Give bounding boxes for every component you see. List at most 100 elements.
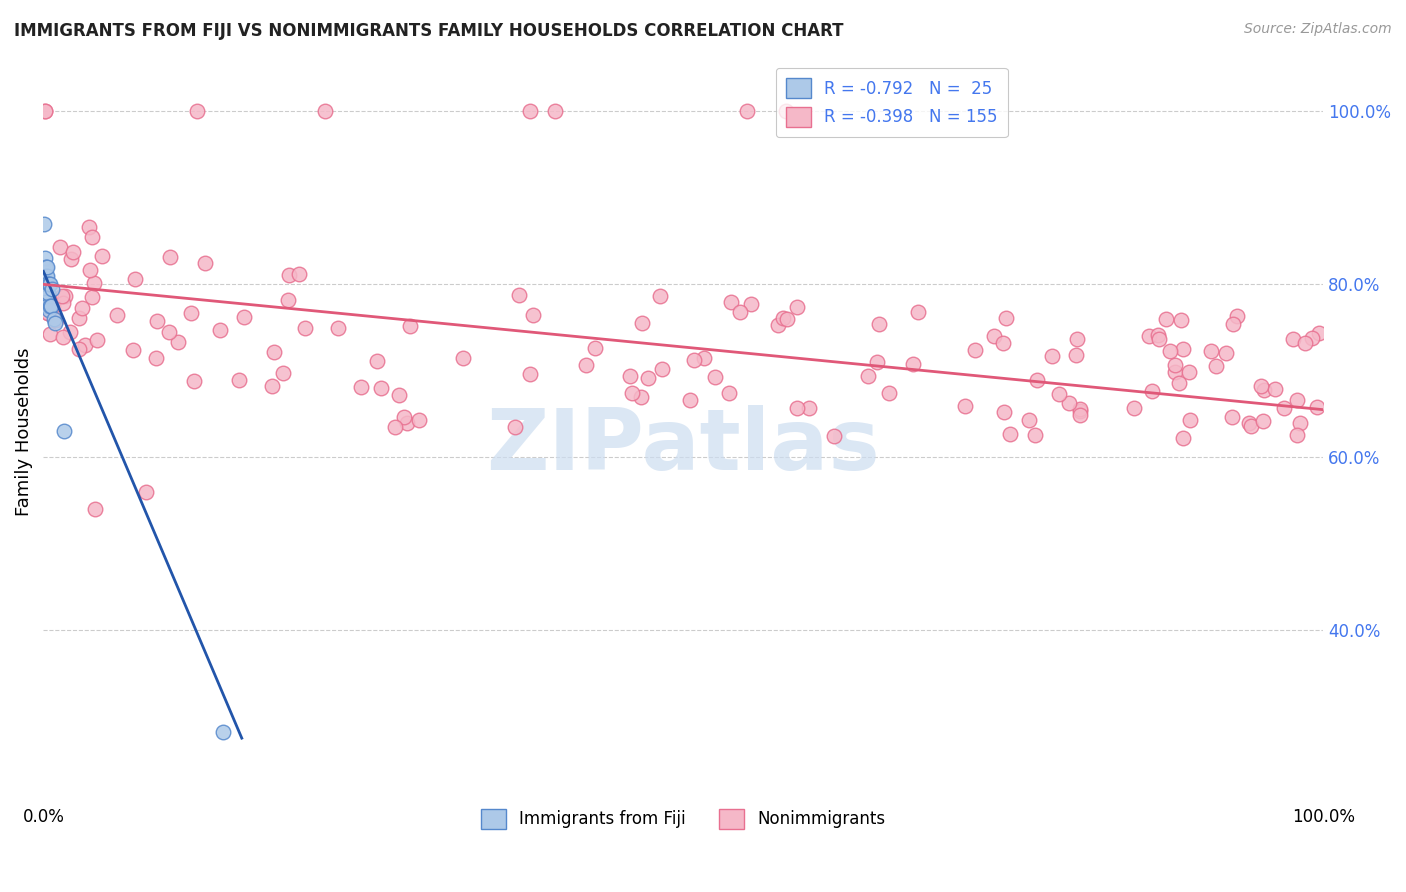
Point — [159, 250, 181, 264]
Point — [1237, 416, 1260, 430]
Point — [1253, 414, 1275, 428]
Point — [38, 292, 60, 306]
Point — [451, 351, 474, 365]
Point — [522, 308, 544, 322]
Point — [180, 306, 202, 320]
Point — [366, 354, 388, 368]
Point — [326, 321, 349, 335]
Point — [1301, 331, 1323, 345]
Point — [1167, 376, 1189, 391]
Point — [648, 289, 671, 303]
Point — [194, 256, 217, 270]
Y-axis label: Family Households: Family Households — [15, 347, 32, 516]
Point — [735, 104, 758, 119]
Point — [1173, 431, 1195, 445]
Point — [83, 276, 105, 290]
Point — [263, 345, 285, 359]
Point — [53, 289, 76, 303]
Point — [1220, 410, 1243, 425]
Point — [67, 311, 90, 326]
Point — [1122, 401, 1144, 415]
Point — [314, 104, 336, 119]
Point — [34, 277, 56, 292]
Point — [1306, 400, 1329, 414]
Point — [1253, 384, 1275, 398]
Point — [38, 277, 60, 292]
Point — [35, 268, 58, 283]
Point — [1250, 379, 1272, 393]
Point — [35, 277, 58, 292]
Point — [508, 288, 530, 302]
Point — [157, 325, 180, 339]
Legend: Immigrants from Fiji, Nonimmigrants: Immigrants from Fiji, Nonimmigrants — [474, 802, 893, 836]
Point — [998, 427, 1021, 442]
Point — [503, 420, 526, 434]
Point — [396, 416, 419, 430]
Point — [868, 317, 890, 331]
Point — [877, 386, 900, 401]
Point — [797, 401, 820, 415]
Point — [86, 333, 108, 347]
Point — [37, 306, 59, 320]
Point — [1205, 359, 1227, 374]
Point — [1308, 326, 1330, 340]
Point — [728, 305, 751, 319]
Point — [1140, 384, 1163, 398]
Point — [740, 297, 762, 311]
Point — [683, 352, 706, 367]
Point — [858, 369, 880, 384]
Point — [37, 277, 59, 292]
Point — [1274, 401, 1296, 416]
Point — [1286, 392, 1309, 407]
Point — [786, 300, 808, 314]
Point — [35, 268, 58, 283]
Point — [772, 310, 794, 325]
Point — [1024, 427, 1046, 442]
Point — [394, 409, 416, 424]
Point — [766, 318, 789, 333]
Point — [519, 367, 541, 381]
Point — [823, 428, 845, 442]
Text: IMMIGRANTS FROM FIJI VS NONIMMIGRANTS FAMILY HOUSEHOLDS CORRELATION CHART: IMMIGRANTS FROM FIJI VS NONIMMIGRANTS FA… — [14, 22, 844, 40]
Text: Source: ZipAtlas.com: Source: ZipAtlas.com — [1244, 22, 1392, 37]
Point — [277, 293, 299, 307]
Point — [1215, 346, 1237, 360]
Point — [52, 424, 75, 438]
Point — [288, 267, 311, 281]
Point — [122, 343, 145, 357]
Point — [399, 318, 422, 333]
Point — [631, 316, 654, 330]
Text: ZIPatlas: ZIPatlas — [486, 405, 880, 488]
Point — [44, 316, 66, 330]
Point — [32, 217, 55, 231]
Point — [34, 104, 56, 119]
Point — [67, 342, 90, 356]
Point — [135, 484, 157, 499]
Point — [34, 104, 56, 119]
Point — [37, 260, 59, 274]
Point — [1147, 332, 1170, 346]
Point — [519, 104, 541, 119]
Point — [1057, 396, 1080, 410]
Point — [77, 219, 100, 234]
Point — [1201, 344, 1223, 359]
Point — [34, 260, 56, 274]
Point — [60, 252, 83, 266]
Point — [583, 341, 606, 355]
Point — [105, 308, 128, 322]
Point — [775, 104, 797, 119]
Point — [574, 358, 596, 372]
Point — [717, 385, 740, 400]
Point — [278, 268, 301, 282]
Point — [91, 249, 114, 263]
Point — [1064, 348, 1087, 362]
Point — [1069, 404, 1091, 418]
Point — [1025, 373, 1047, 387]
Point — [145, 351, 167, 365]
Point — [1177, 366, 1199, 380]
Point — [1154, 312, 1177, 326]
Point — [630, 390, 652, 404]
Point — [73, 338, 96, 352]
Point — [146, 314, 169, 328]
Point — [273, 366, 295, 380]
